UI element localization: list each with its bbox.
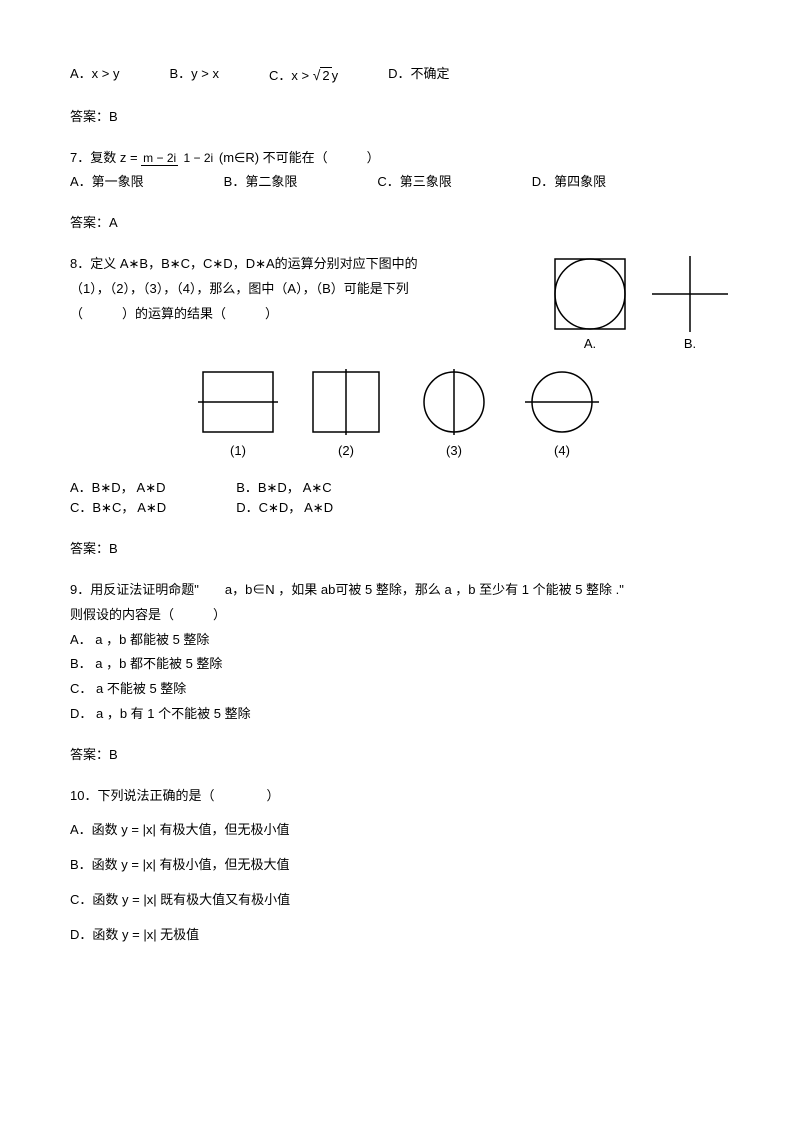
- q7-stem-post: (m∈R) 不可能在（ ）: [219, 150, 380, 165]
- q6-answer: 答案：B: [70, 107, 730, 128]
- q7-answer: 答案：A: [70, 213, 730, 234]
- q6-optC: C．x > √2y: [269, 64, 338, 87]
- q7-frac-num: m − 2i: [141, 151, 178, 166]
- q10-optD: D．函数 y = |x| 无极值: [70, 925, 730, 946]
- q8-side-B: B.: [650, 254, 730, 355]
- q9-optD: D． a ，b 有 1 个不能被 5 整除: [70, 704, 730, 725]
- q7-stem: 7．复数 z = m − 2i 1 − 2i (m∈R) 不可能在（ ）: [70, 148, 730, 169]
- q8-d4-label: (4): [517, 441, 607, 462]
- q8-line2: （1），（2），（3），（4），那么，图中（A），（B）可能是下列: [70, 279, 530, 300]
- q8-block: 8．定义 A∗B，B∗C，C∗D，D∗A的运算分别对应下图中的 （1），（2），…: [70, 254, 730, 355]
- circle-in-square-icon: [550, 254, 630, 334]
- q9-optC: C． a 不能被 5 整除: [70, 679, 730, 700]
- q8-sideB-label: B.: [650, 334, 730, 355]
- q8-optB: B．B∗D， A∗C: [236, 478, 333, 499]
- q8-optD: D．C∗D， A∗D: [236, 498, 333, 519]
- q6-optA: A．x > y: [70, 64, 120, 87]
- q9-optB: B． a ，b 都不能被 5 整除: [70, 654, 730, 675]
- q10-optA: A．函数 y = |x| 有极大值，但无极小值: [70, 820, 730, 841]
- q6-optC-sqrt: 2: [320, 67, 331, 83]
- q8-side-A: A.: [550, 254, 630, 355]
- q8-d1-label: (1): [193, 441, 283, 462]
- q7-optB: B．第二象限: [224, 172, 298, 193]
- q7-options: A．第一象限 B．第二象限 C．第三象限 D．第四象限: [70, 172, 730, 193]
- diagram-1-icon: [193, 367, 283, 437]
- q8-sideA-label: A.: [550, 334, 630, 355]
- q10-optB: B．函数 y = |x| 有极小值，但无极大值: [70, 855, 730, 876]
- q9-answer: 答案：B: [70, 745, 730, 766]
- q9-optA: A． a ，b 都能被 5 整除: [70, 630, 730, 651]
- q8-d2-label: (2): [301, 441, 391, 462]
- q8-options: A．B∗D， A∗D C．B∗C， A∗D B．B∗D， A∗C D．C∗D， …: [70, 478, 730, 520]
- q8-answer: 答案：B: [70, 539, 730, 560]
- q8-diagram-labels: (1) (2) (3) (4): [70, 441, 730, 462]
- q7-optC: C．第三象限: [377, 172, 451, 193]
- diagram-2-icon: [301, 367, 391, 437]
- q6-options: A．x > y B．y > x C．x > √2y D．不确定: [70, 64, 730, 87]
- q7-frac-den: 1 − 2i: [182, 151, 216, 165]
- cross-lines-icon: [650, 254, 730, 334]
- q8-d3-label: (3): [409, 441, 499, 462]
- q8-line1: 8．定义 A∗B，B∗C，C∗D，D∗A的运算分别对应下图中的: [70, 254, 530, 275]
- q8-optC: C．B∗C， A∗D: [70, 498, 166, 519]
- q6-optB: B．y > x: [170, 64, 220, 87]
- q9-line1: 9．用反证法证明命题" a，b∈N ，如果 ab可被 5 整除，那么 a ，b …: [70, 580, 730, 601]
- q8-optA: A．B∗D， A∗D: [70, 478, 166, 499]
- q8-line3: （ ）的运算的结果（ ）: [70, 304, 530, 325]
- q7-fraction: m − 2i 1 − 2i: [141, 152, 215, 165]
- q7-optA: A．第一象限: [70, 172, 144, 193]
- q10-optC: C．函数 y = |x| 既有极大值又有极小值: [70, 890, 730, 911]
- q7-stem-pre: 7．复数 z =: [70, 150, 141, 165]
- diagram-4-icon: [517, 367, 607, 437]
- q8-diagrams: [70, 367, 730, 437]
- q9-line2: 则假设的内容是（ ）: [70, 605, 730, 626]
- q6-optC-post: y: [332, 68, 339, 83]
- q7-optD: D．第四象限: [532, 172, 606, 193]
- q10-stem: 10．下列说法正确的是（ ）: [70, 786, 730, 807]
- q6-optC-pre: C．x >: [269, 68, 313, 83]
- diagram-3-icon: [409, 367, 499, 437]
- q6-optD: D．不确定: [388, 64, 449, 87]
